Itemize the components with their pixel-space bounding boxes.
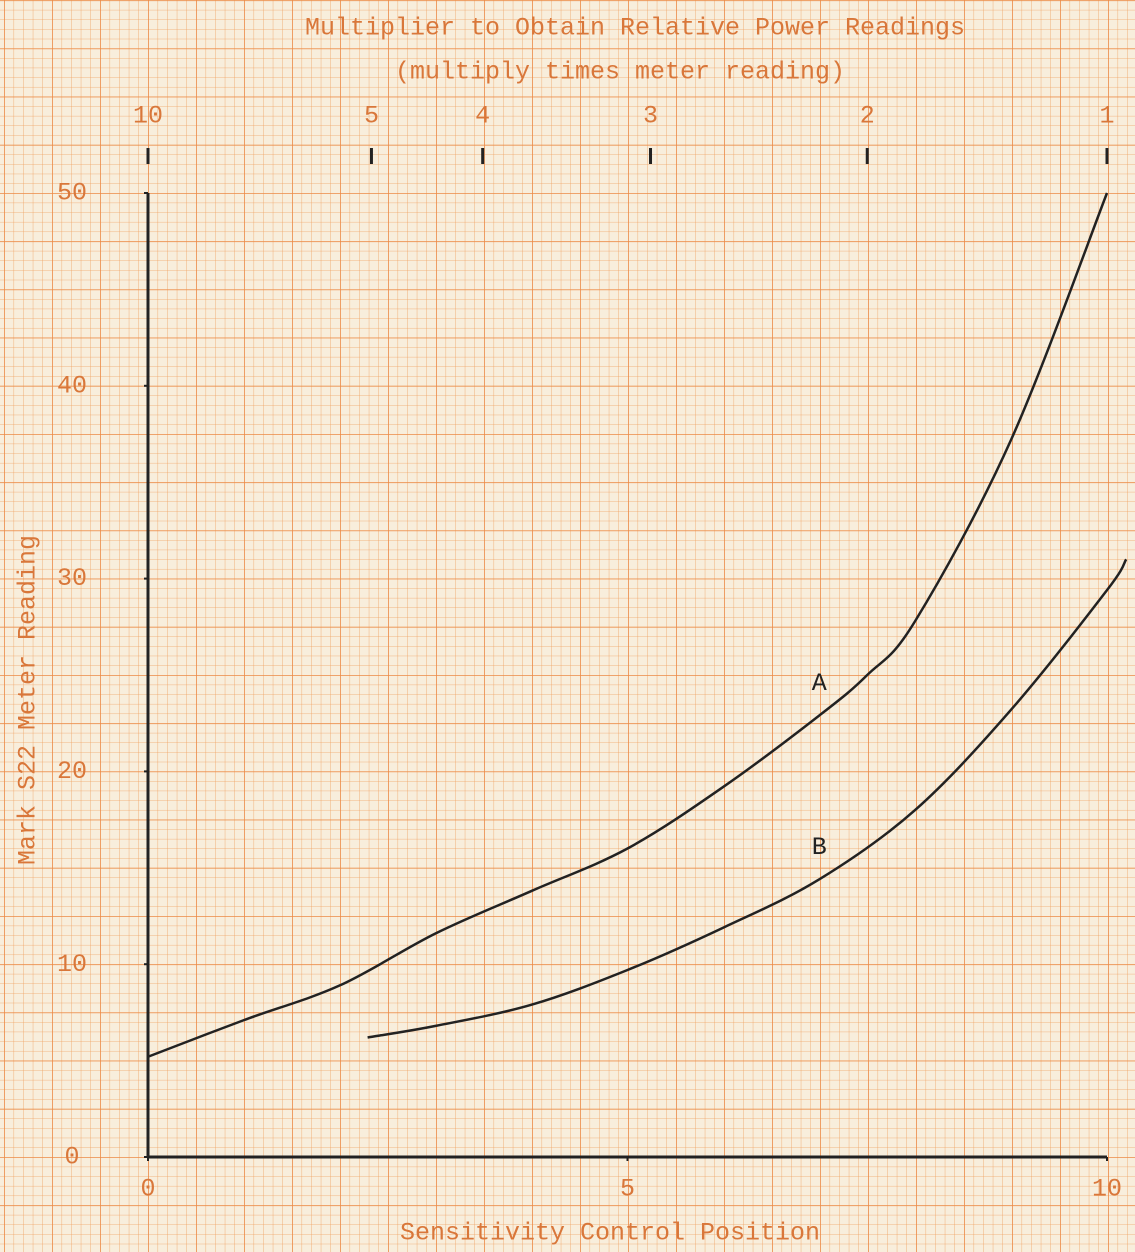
x2-tick-label: 5 (364, 102, 379, 131)
y-axis-label: Mark S22 Meter Reading (14, 535, 43, 865)
y-tick-label: 20 (57, 757, 87, 786)
x2-tick-label: 3 (643, 102, 658, 131)
curve (147, 192, 1109, 1058)
x2-tick-label: 2 (860, 102, 875, 131)
x-tick-label: 5 (620, 1175, 635, 1204)
y-tick-label: 50 (57, 179, 87, 208)
x2-tick-label: 4 (475, 102, 490, 131)
chart-subtitle: (multiply times meter reading) (395, 58, 845, 87)
y-tick-label: 40 (57, 371, 87, 400)
curve (367, 558, 1128, 1039)
x-tick-label: 10 (1092, 1175, 1122, 1204)
chart-title: Multiplier to Obtain Relative Power Read… (305, 14, 965, 43)
curve-label: A (812, 669, 827, 698)
x-axis-label: Sensitivity Control Position (400, 1219, 820, 1248)
x2-tick-label: 1 (1099, 102, 1114, 131)
y-tick-label: 0 (64, 1143, 79, 1172)
x-tick-label: 0 (140, 1175, 155, 1204)
x2-tick-label: 10 (133, 102, 163, 131)
y-tick-label: 30 (57, 564, 87, 593)
curve-label: B (812, 833, 827, 862)
y-tick-label: 10 (57, 950, 87, 979)
